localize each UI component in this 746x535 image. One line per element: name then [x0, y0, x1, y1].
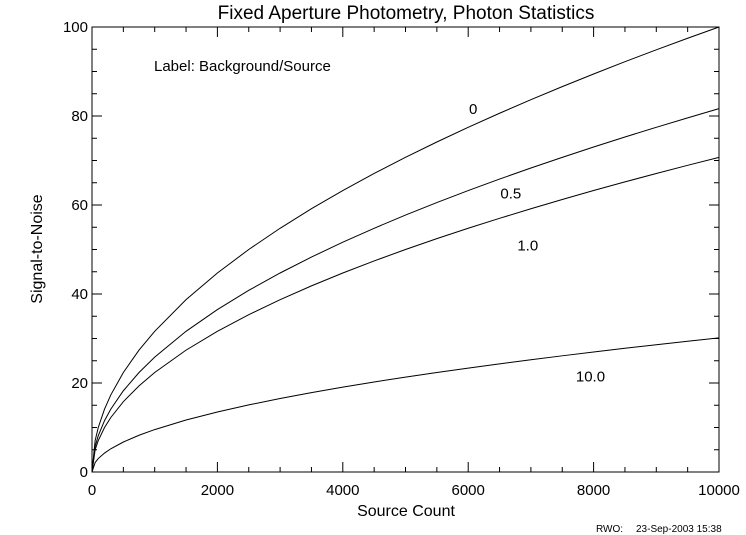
- series-line-10-0: [91, 337, 720, 473]
- legend-annotation: Label: Background/Source: [154, 58, 331, 75]
- y-tick-label: 40: [71, 286, 88, 303]
- chart-title: Fixed Aperture Photometry, Photon Statis…: [218, 3, 595, 24]
- y-tick-label: 80: [71, 108, 88, 125]
- curve-label-0-5: 0.5: [500, 185, 521, 202]
- series-line-0-5: [91, 108, 720, 473]
- curve-label-1-0: 1.0: [517, 237, 538, 254]
- y-tick-label: 0: [80, 464, 88, 481]
- curve-label-10-0: 10.0: [576, 369, 605, 386]
- footer-timestamp: 23-Sep-2003 15:38: [636, 524, 722, 535]
- x-axis-label: Source Count: [357, 503, 455, 520]
- y-tick-label: 60: [71, 197, 88, 214]
- x-tick-label: 8000: [577, 482, 610, 499]
- y-tick-label: 20: [71, 375, 88, 392]
- curve-label-0: 0: [469, 101, 477, 118]
- series-curves: [91, 26, 720, 473]
- series-line-1-0: [91, 156, 720, 473]
- x-tick-label: 10000: [698, 482, 740, 499]
- y-tick-label: 100: [63, 19, 88, 36]
- ticks: 0 2000 4000 6000 8000 10000 0 20 40 60 80 100: [63, 19, 740, 499]
- footer-author: RWO:: [596, 524, 623, 535]
- x-tick-label: 4000: [326, 482, 359, 499]
- series-line-0: [91, 26, 720, 473]
- y-axis-label: Signal-to-Noise: [29, 194, 46, 303]
- x-tick-label: 6000: [452, 482, 485, 499]
- curve-labels: 0 0.5 1.0 10.0: [469, 101, 605, 386]
- x-tick-label: 2000: [201, 482, 234, 499]
- x-tick-label: 0: [88, 482, 96, 499]
